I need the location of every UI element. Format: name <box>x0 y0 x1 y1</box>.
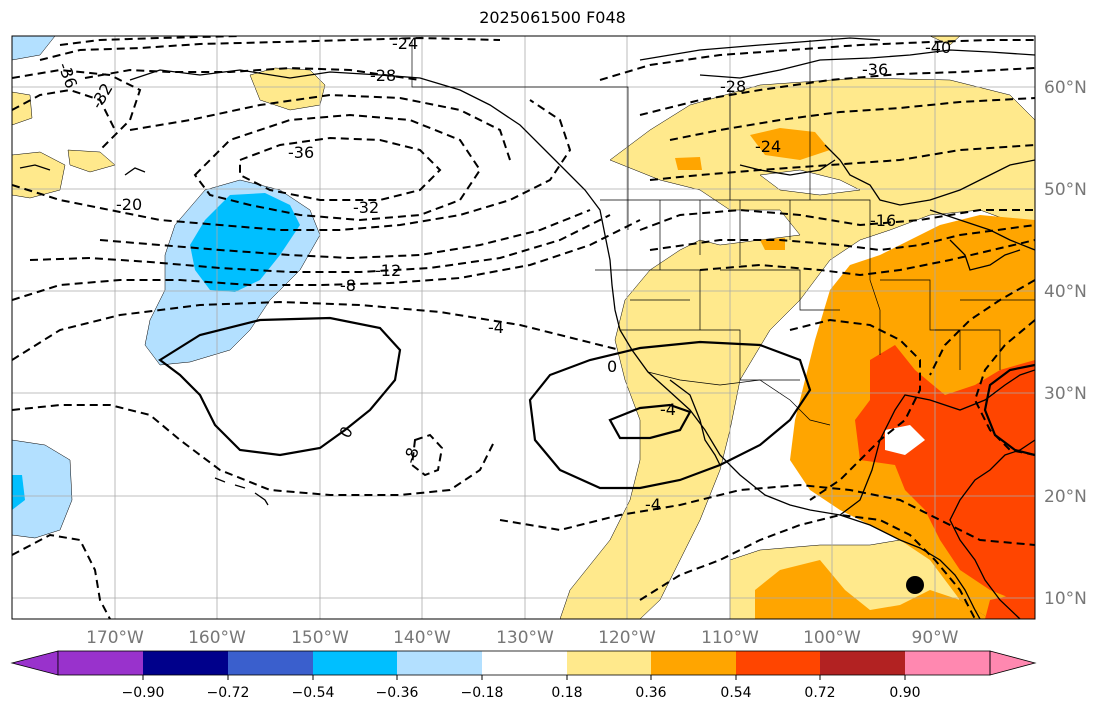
positive-anomaly-fill <box>12 36 1035 619</box>
colorbar-tick-label: 0.18 <box>551 685 582 701</box>
orange-region-south <box>755 560 990 619</box>
colorbar-tick-label: 0.36 <box>635 685 666 701</box>
colorbar-bin <box>651 651 736 675</box>
colorbar-tick-label: 0.72 <box>804 685 835 701</box>
lon-label: 150°W <box>291 628 349 648</box>
contour-label: -36 <box>862 60 888 79</box>
contour-label: -8 <box>340 276 356 295</box>
lon-label: 160°W <box>188 628 246 648</box>
colorbar-tick-label: 0.90 <box>889 685 920 701</box>
lat-label: 20°N <box>1044 487 1087 507</box>
contour-label: -8 <box>400 445 422 465</box>
contour-label: -24 <box>755 137 781 156</box>
lon-label: 130°W <box>496 628 554 648</box>
colorbar: −0.90 −0.72 −0.54 −0.36 −0.18 0.18 0.36 … <box>10 650 1037 701</box>
map-title: 2025061500 F048 <box>479 8 626 27</box>
dashed-contours <box>12 36 1035 619</box>
longitude-labels: 170°W 160°W 150°W 140°W 130°W 120°W 110°… <box>86 628 959 648</box>
colorbar-bin <box>905 651 990 675</box>
contour-label: -4 <box>645 495 661 514</box>
colorbar-tick-label: 0.54 <box>720 685 751 701</box>
contour-label: -28 <box>720 77 746 96</box>
contour-label: -20 <box>116 195 142 214</box>
lon-label: 140°W <box>393 628 451 648</box>
lat-label: 30°N <box>1044 384 1087 404</box>
colorbar-bin <box>820 651 905 675</box>
lat-label: 40°N <box>1044 282 1087 302</box>
colorbar-tick-label: −0.72 <box>207 685 250 701</box>
red-orange-region <box>855 345 1035 600</box>
contour-label: -16 <box>870 211 896 230</box>
yellow-region-north-america <box>559 77 1035 619</box>
contour-label: -4 <box>660 400 676 419</box>
colorbar-bin <box>228 651 313 675</box>
lon-label: 110°W <box>701 628 759 648</box>
colorbar-bin <box>736 651 820 675</box>
lon-label: 90°W <box>912 628 959 648</box>
contour-label: -28 <box>370 66 396 85</box>
lat-label: 50°N <box>1044 180 1087 200</box>
light-blue-region-nw <box>12 36 56 61</box>
colorbar-extend-high <box>989 650 1037 676</box>
borders <box>411 40 1035 426</box>
lon-label: 170°W <box>86 628 144 648</box>
map-frame <box>11 35 1036 620</box>
contour-label: -32 <box>353 198 379 217</box>
coastlines <box>19 37 1035 619</box>
black-dot-marker <box>906 576 924 594</box>
lon-label: 120°W <box>598 628 656 648</box>
contour-label: -40 <box>925 38 951 57</box>
contour-label: -12 <box>375 261 401 280</box>
colorbar-extend-low <box>10 650 59 676</box>
colorbar-bin <box>313 651 397 675</box>
colorbar-tick-label: −0.90 <box>122 685 165 701</box>
colorbar-bin <box>482 651 567 675</box>
colorbar-tick-label: −0.36 <box>376 685 419 701</box>
colorbar-tick-label: −0.54 <box>292 685 335 701</box>
colorbar-bin <box>143 651 228 675</box>
zero-contours <box>158 316 1035 490</box>
colorbar-bin <box>58 651 143 675</box>
lat-label: 60°N <box>1044 78 1087 98</box>
contour-label: -24 <box>392 34 418 53</box>
colorbar-bin <box>397 651 482 675</box>
yellow-blob-west <box>12 151 66 199</box>
colorbar-bin <box>567 651 651 675</box>
lon-label: 100°W <box>803 628 861 648</box>
latitude-labels: 60°N 50°N 40°N 30°N 20°N 10°N <box>1044 78 1087 609</box>
map-area: -24 -28 -36 -40 -36 -32 -28 -36 -24 -32 … <box>12 34 1035 619</box>
light-blue-region-sw <box>12 439 73 539</box>
contour-label: 0 <box>607 357 617 376</box>
lat-label: 10°N <box>1044 589 1087 609</box>
colorbar-tick-label: −0.18 <box>461 685 504 701</box>
contour-label: -4 <box>488 318 504 337</box>
contour-label: -36 <box>288 143 314 162</box>
